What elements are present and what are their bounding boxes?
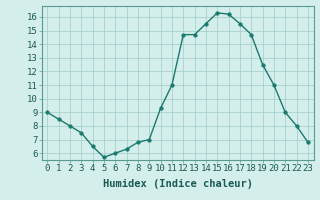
X-axis label: Humidex (Indice chaleur): Humidex (Indice chaleur) [103,179,252,189]
